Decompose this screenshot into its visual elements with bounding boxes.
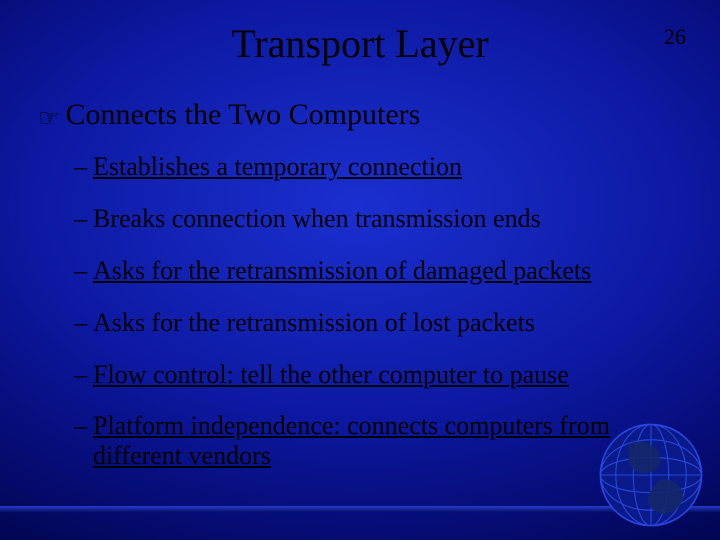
slide: Transport Layer 26 ☞ Connects the Two Co… (0, 0, 720, 540)
bullet-level2: – Asks for the retransmission of damaged… (74, 256, 700, 286)
dash-icon: – (74, 308, 87, 338)
page-number: 26 (664, 24, 686, 50)
bullet-level2: – Flow control: tell the other computer … (74, 360, 700, 390)
dash-icon: – (74, 204, 87, 234)
slide-title: Transport Layer (0, 20, 720, 67)
bullet-level2: – Asks for the retransmission of lost pa… (74, 308, 700, 338)
bullet-level2: – Establishes a temporary connection (74, 152, 700, 182)
dash-icon: – (74, 256, 87, 286)
bullet-level2: – Breaks connection when transmission en… (74, 204, 700, 234)
globe-icon (596, 420, 706, 530)
level2-text: Establishes a temporary connection (93, 152, 462, 182)
dash-icon: – (74, 360, 87, 390)
dash-icon: – (74, 152, 87, 182)
level2-text: Breaks connection when transmission ends (93, 204, 541, 234)
level2-text: Asks for the retransmission of damaged p… (93, 256, 591, 286)
level2-text: Flow control: tell the other computer to… (93, 360, 569, 390)
level1-text: Connects the Two Computers (66, 98, 421, 132)
pointing-hand-icon: ☞ (38, 107, 60, 131)
dash-icon: – (74, 411, 87, 441)
level2-text: Asks for the retransmission of lost pack… (93, 308, 535, 338)
bullet-level1: ☞ Connects the Two Computers (38, 98, 700, 132)
